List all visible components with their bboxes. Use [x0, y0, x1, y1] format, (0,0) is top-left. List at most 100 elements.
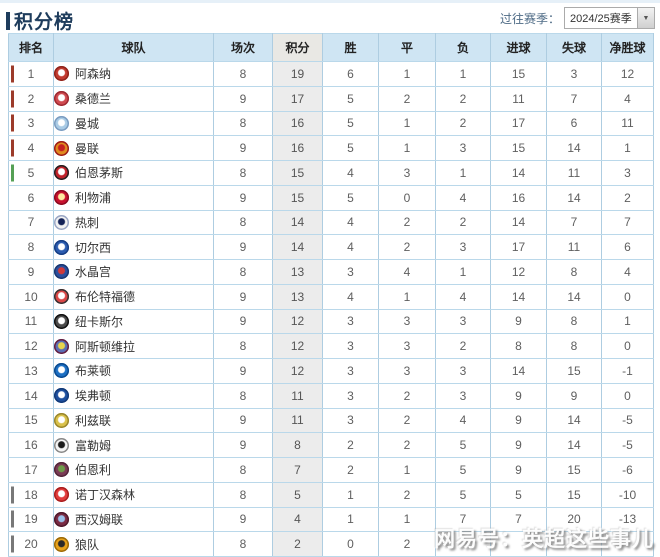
losses-cell: 2 — [435, 333, 491, 359]
team-name: 伯恩利 — [75, 463, 112, 478]
draws-cell: 4 — [378, 259, 436, 285]
goals-for-cell: 9 — [490, 308, 547, 335]
losses-cell: 2 — [435, 209, 491, 236]
team-name: 阿斯顿维拉 — [75, 339, 136, 354]
rank-cell: 10 — [8, 283, 54, 310]
top-divider — [0, 0, 660, 3]
losses-cell: 3 — [435, 234, 491, 260]
zone-indicator-champions — [11, 65, 14, 83]
team-name: 纽卡斯尔 — [75, 314, 124, 329]
table-row: 20 狼队 8 2 0 2 — [8, 531, 654, 557]
table-row: 14 埃弗顿 8 11 3 2 3 9 9 0 — [8, 382, 654, 409]
team-name: 曼联 — [75, 141, 100, 156]
goal-diff-cell: 2 — [601, 184, 654, 211]
goals-against-cell: 8 — [546, 259, 602, 285]
goals-for-cell: 15 — [490, 135, 547, 161]
rank-cell: 16 — [8, 432, 54, 458]
rank-cell: 12 — [8, 333, 54, 359]
table-row: 19 西汉姆联 9 4 1 1 7 7 20 -13 — [8, 506, 654, 533]
goal-diff-cell: 1 — [601, 308, 654, 335]
column-header-5: 胜 — [322, 33, 379, 62]
season-selector-label: 过往赛季： — [499, 11, 560, 26]
goals-for-cell: 5 — [490, 481, 547, 508]
column-header-10: 净胜球 — [601, 33, 654, 62]
team-cell: 伯恩利 — [53, 457, 214, 483]
team-name: 狼队 — [75, 537, 100, 552]
team-crest-icon — [54, 264, 69, 280]
rank-number: 2 — [27, 91, 35, 106]
column-header-1: 排名 — [8, 33, 54, 62]
rank-number: 7 — [27, 215, 35, 230]
wins-cell: 5 — [322, 85, 379, 112]
season-dropdown-value: 2024/25赛季 — [570, 13, 632, 25]
team-name: 切尔西 — [75, 240, 112, 255]
team-cell: 纽卡斯尔 — [53, 308, 214, 335]
zone-indicator-relegation — [11, 535, 14, 553]
goals-against-cell: 9 — [546, 382, 602, 409]
played-cell: 8 — [213, 481, 273, 508]
goals-against-cell: 15 — [546, 481, 602, 508]
team-crest-icon — [54, 165, 69, 181]
table-row: 1 阿森纳 8 19 6 1 1 15 3 12 — [8, 61, 654, 87]
points-cell: 11 — [272, 407, 323, 434]
goals-for-cell: 9 — [490, 407, 547, 434]
goal-diff-cell: -13 — [601, 506, 654, 533]
zone-indicator-relegation — [11, 510, 14, 528]
team-cell: 利物浦 — [53, 184, 214, 211]
team-crest-icon — [54, 115, 69, 131]
column-header-3: 场次 — [213, 33, 273, 62]
draws-cell: 3 — [378, 160, 436, 186]
points-cell: 5 — [272, 481, 323, 508]
wins-cell: 3 — [322, 382, 379, 409]
rank-cell: 13 — [8, 358, 54, 384]
rank-number: 13 — [24, 363, 38, 378]
points-cell: 7 — [272, 457, 323, 483]
goals-against-cell: 14 — [546, 432, 602, 458]
wins-cell: 3 — [322, 308, 379, 335]
draws-cell: 1 — [378, 135, 436, 161]
rank-number: 15 — [24, 413, 38, 428]
zone-indicator-relegation — [11, 486, 14, 504]
team-cell: 曼联 — [53, 135, 214, 161]
points-cell: 16 — [272, 135, 323, 161]
rank-number: 8 — [27, 240, 35, 255]
rank-cell: 4 — [8, 135, 54, 161]
goals-for-cell: 17 — [490, 110, 547, 137]
team-name: 埃弗顿 — [75, 389, 112, 404]
goals-for-cell — [490, 531, 547, 557]
wins-cell: 4 — [322, 209, 379, 236]
rank-number: 20 — [24, 537, 38, 552]
team-cell: 曼城 — [53, 110, 214, 137]
goals-against-cell: 11 — [546, 234, 602, 260]
points-cell: 4 — [272, 506, 323, 533]
table-row: 4 曼联 9 16 5 1 3 15 14 1 — [8, 135, 654, 161]
wins-cell: 3 — [322, 358, 379, 384]
table-row: 18 诺丁汉森林 8 5 1 2 5 5 15 -10 — [8, 481, 654, 508]
played-cell: 8 — [213, 110, 273, 137]
wins-cell: 4 — [322, 234, 379, 260]
draws-cell: 1 — [378, 506, 436, 533]
wins-cell: 4 — [322, 283, 379, 310]
goals-against-cell: 3 — [546, 61, 602, 87]
losses-cell: 3 — [435, 358, 491, 384]
goal-diff-cell: 0 — [601, 333, 654, 359]
draws-cell: 1 — [378, 61, 436, 87]
played-cell: 8 — [213, 209, 273, 236]
rank-cell: 19 — [8, 506, 54, 533]
points-cell: 8 — [272, 432, 323, 458]
goals-against-cell: 7 — [546, 85, 602, 112]
draws-cell: 1 — [378, 283, 436, 310]
draws-cell: 2 — [378, 432, 436, 458]
page-header: 积分榜 过往赛季： 2024/25赛季 ▼ — [0, 0, 660, 33]
draws-cell: 2 — [378, 531, 436, 557]
played-cell: 9 — [213, 358, 273, 384]
losses-cell: 4 — [435, 407, 491, 434]
rank-cell: 15 — [8, 407, 54, 434]
rank-number: 5 — [27, 165, 35, 180]
goals-against-cell: 8 — [546, 333, 602, 359]
wins-cell: 6 — [322, 61, 379, 87]
rank-number: 12 — [24, 339, 38, 354]
wins-cell: 4 — [322, 160, 379, 186]
team-cell: 桑德兰 — [53, 85, 214, 112]
season-dropdown[interactable]: 2024/25赛季 ▼ — [564, 7, 655, 29]
